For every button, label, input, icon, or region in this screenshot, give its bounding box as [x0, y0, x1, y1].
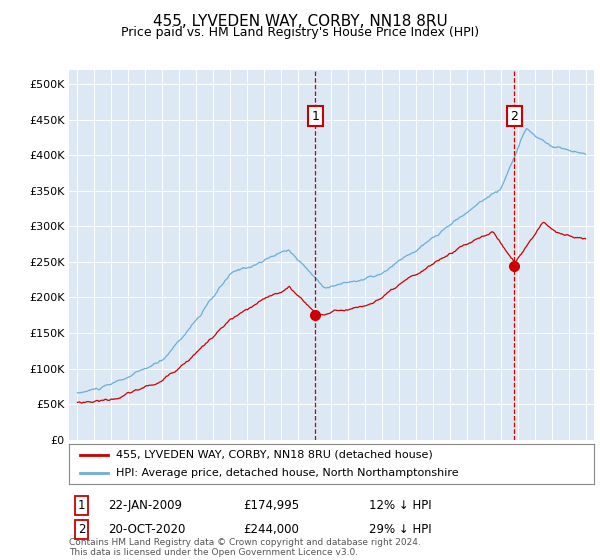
Text: 12% ↓ HPI: 12% ↓ HPI	[369, 498, 431, 512]
Text: 2: 2	[78, 522, 86, 536]
Text: £244,000: £244,000	[243, 522, 299, 536]
Text: HPI: Average price, detached house, North Northamptonshire: HPI: Average price, detached house, Nort…	[116, 468, 459, 478]
Text: Contains HM Land Registry data © Crown copyright and database right 2024.
This d: Contains HM Land Registry data © Crown c…	[69, 538, 421, 557]
Text: 1: 1	[311, 110, 319, 123]
Text: 29% ↓ HPI: 29% ↓ HPI	[369, 522, 431, 536]
Text: £174,995: £174,995	[243, 498, 299, 512]
Text: 455, LYVEDEN WAY, CORBY, NN18 8RU: 455, LYVEDEN WAY, CORBY, NN18 8RU	[152, 14, 448, 29]
Text: 22-JAN-2009: 22-JAN-2009	[108, 498, 182, 512]
Text: 1: 1	[78, 498, 86, 512]
Text: 20-OCT-2020: 20-OCT-2020	[108, 522, 185, 536]
Text: 2: 2	[511, 110, 518, 123]
Text: 455, LYVEDEN WAY, CORBY, NN18 8RU (detached house): 455, LYVEDEN WAY, CORBY, NN18 8RU (detac…	[116, 450, 433, 460]
Text: Price paid vs. HM Land Registry's House Price Index (HPI): Price paid vs. HM Land Registry's House …	[121, 26, 479, 39]
